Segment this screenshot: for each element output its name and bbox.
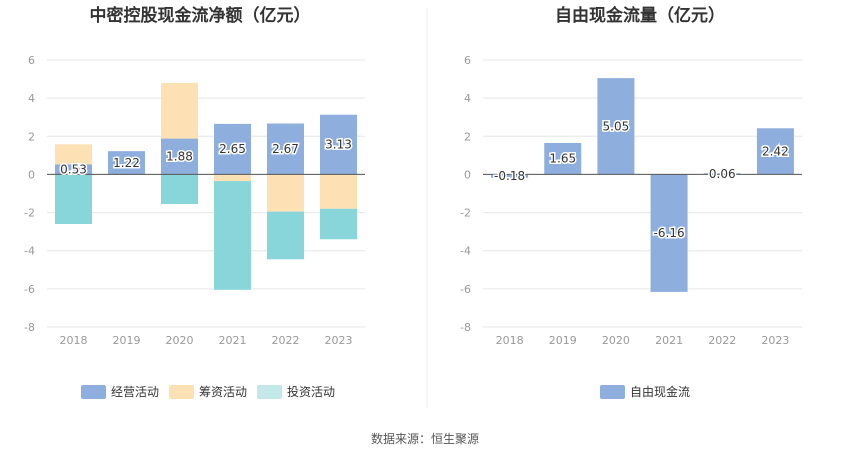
data-label: 1.88 bbox=[166, 150, 193, 164]
y-tick-label: -4 bbox=[460, 245, 471, 258]
bar-investing-2023 bbox=[320, 208, 357, 240]
y-tick-label: -4 bbox=[24, 245, 35, 258]
legend-item[interactable]: 投资活动 bbox=[257, 384, 335, 399]
bar-free-cash-flow-2020 bbox=[597, 78, 635, 175]
y-tick-label: 4 bbox=[28, 92, 35, 105]
y-tick-label: 6 bbox=[28, 54, 35, 67]
bar-operating-2019 bbox=[108, 151, 145, 175]
bar-financing-2018 bbox=[55, 144, 92, 165]
grid bbox=[47, 59, 365, 328]
legend-label: 筹资活动 bbox=[199, 385, 247, 399]
x-tick-label: 2018 bbox=[60, 334, 88, 347]
legend-label: 自由现金流 bbox=[630, 384, 690, 399]
legend: 经营活动 筹资活动 投资活动 bbox=[81, 384, 335, 399]
legend-item[interactable]: 经营活动 bbox=[81, 385, 159, 399]
data-labels: -0.18 1.65 5.05 -6.16 0.06 2.42 bbox=[493, 118, 791, 242]
data-label: 2.67 bbox=[272, 142, 299, 156]
legend-item[interactable]: 自由现金流 bbox=[600, 384, 690, 399]
y-tick-label: -2 bbox=[460, 207, 471, 220]
cash-flow-net-chart: 中密控股现金流净额（亿元） 6 4 2 0 -2 -4 -6 -8 0.53 1.22 1.88 2… bbox=[24, 5, 365, 399]
bar-investing-2021 bbox=[214, 181, 251, 290]
bar-financing-2020 bbox=[161, 82, 198, 139]
y-tick-label: -8 bbox=[24, 321, 35, 334]
x-tick-label: 2018 bbox=[496, 334, 524, 347]
legend-item[interactable]: 筹资活动 bbox=[169, 385, 247, 399]
x-tick-label: 2019 bbox=[549, 334, 577, 347]
bar-investing-2022 bbox=[267, 211, 304, 260]
x-tick-label: 2021 bbox=[655, 334, 683, 347]
y-tick-label: 0 bbox=[28, 168, 35, 181]
y-tick-label: 4 bbox=[464, 92, 471, 105]
bar-operating-2022 bbox=[267, 123, 304, 175]
x-tick-label: 2021 bbox=[219, 334, 247, 347]
data-label: 0.06 bbox=[709, 167, 736, 181]
legend-label: 经营活动 bbox=[111, 385, 159, 399]
x-tick-label: 2022 bbox=[272, 334, 300, 347]
x-tick-label: 2020 bbox=[602, 334, 630, 347]
bar-free-cash-flow-2022 bbox=[703, 173, 741, 175]
y-tick-label: -6 bbox=[460, 283, 471, 296]
bar-free-cash-flow-2023 bbox=[756, 128, 794, 175]
bar-investing-2018 bbox=[55, 174, 92, 225]
bar-financing-2021 bbox=[214, 174, 251, 182]
chart-title: 中密控股现金流净额（亿元） bbox=[90, 5, 311, 26]
x-axis-ticks: 2018 2019 2020 2021 2022 2023 bbox=[496, 334, 790, 347]
y-axis-ticks: 6 4 2 0 -2 -4 -6 -8 bbox=[460, 54, 471, 334]
grid bbox=[483, 59, 802, 328]
y-tick-label: 2 bbox=[28, 130, 35, 143]
data-label: -0.18 bbox=[494, 169, 525, 183]
y-axis-ticks: 6 4 2 0 -2 -4 -6 -8 bbox=[24, 54, 35, 334]
bars bbox=[491, 78, 794, 292]
x-axis-ticks: 2018 2019 2020 2021 2022 2023 bbox=[60, 334, 353, 347]
legend-swatch bbox=[169, 385, 194, 399]
x-tick-label: 2023 bbox=[325, 334, 353, 347]
y-tick-label: -6 bbox=[24, 283, 35, 296]
bar-financing-2022 bbox=[267, 174, 304, 212]
x-tick-label: 2022 bbox=[708, 334, 736, 347]
source-note: 数据来源：恒生聚源 bbox=[371, 431, 479, 446]
y-tick-label: 2 bbox=[464, 130, 471, 143]
data-label: 2.65 bbox=[219, 142, 246, 156]
y-tick-label: 6 bbox=[464, 54, 471, 67]
x-tick-label: 2020 bbox=[166, 334, 194, 347]
bars bbox=[55, 82, 357, 290]
bar-operating-2020 bbox=[161, 138, 198, 175]
bar-operating-2018 bbox=[55, 164, 92, 175]
bar-operating-2023 bbox=[320, 114, 357, 175]
legend-swatch bbox=[600, 385, 625, 399]
data-label: 1.22 bbox=[113, 156, 140, 170]
x-tick-label: 2019 bbox=[113, 334, 141, 347]
bar-free-cash-flow-2021 bbox=[650, 174, 688, 292]
data-label: 2.42 bbox=[762, 144, 789, 158]
bar-financing-2023 bbox=[320, 174, 357, 209]
data-label: 5.05 bbox=[603, 119, 630, 133]
data-label: 3.13 bbox=[325, 138, 352, 152]
bar-investing-2020 bbox=[161, 174, 198, 204]
data-labels: 0.53 1.22 1.88 2.65 2.67 3.13 bbox=[59, 136, 354, 178]
y-tick-label: -2 bbox=[24, 207, 35, 220]
legend-label: 投资活动 bbox=[287, 384, 335, 399]
bar-free-cash-flow-2019 bbox=[544, 142, 582, 175]
data-label: -6.16 bbox=[654, 226, 685, 240]
y-tick-label: -8 bbox=[460, 321, 471, 334]
free-cash-flow-chart: 自由现金流量（亿元） 6 4 2 0 -2 -4 -6 -8 -0.18 1.65 5.05 -6.… bbox=[460, 5, 802, 399]
bar-free-cash-flow-2018 bbox=[491, 174, 529, 178]
data-label: 0.53 bbox=[60, 162, 87, 176]
legend-swatch bbox=[81, 385, 106, 399]
x-tick-label: 2023 bbox=[761, 334, 789, 347]
y-tick-label: 0 bbox=[464, 168, 471, 181]
legend: 自由现金流 bbox=[600, 384, 690, 399]
chart-title: 自由现金流量（亿元） bbox=[555, 5, 725, 26]
data-label: 1.65 bbox=[549, 152, 576, 166]
bar-operating-2021 bbox=[214, 123, 251, 175]
legend-swatch bbox=[257, 385, 282, 399]
